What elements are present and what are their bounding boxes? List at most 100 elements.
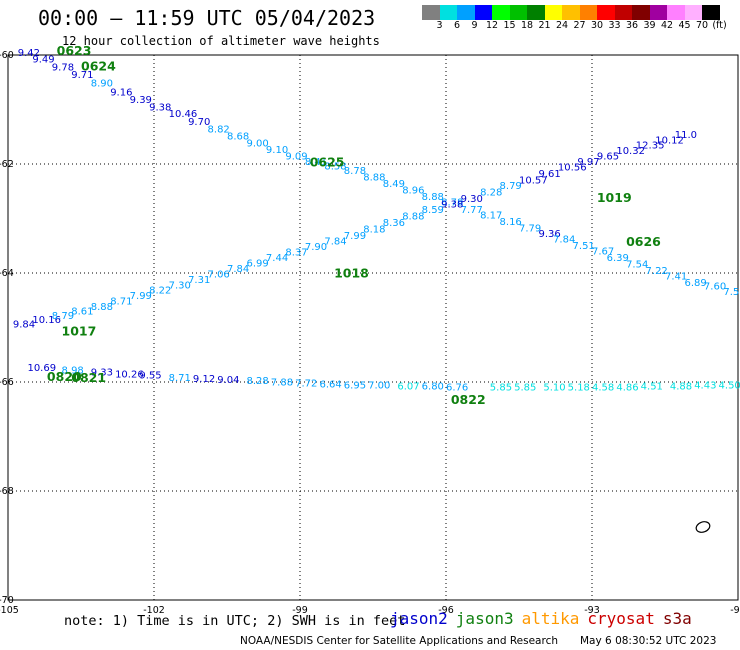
wave-height-value: 9.38: [441, 200, 463, 211]
x-tick-label: -105: [0, 605, 19, 616]
colorbar-label: 70: [695, 20, 709, 31]
time-label: 0822: [451, 392, 486, 407]
wave-height-value: 4.88: [670, 382, 692, 393]
wave-height-value: 6.89: [684, 278, 706, 289]
time-label: 1017: [62, 324, 97, 339]
wave-height-value: 6.80: [422, 382, 444, 393]
time-label: 0821: [71, 370, 106, 385]
wave-height-value: 8.98: [62, 365, 84, 376]
wave-height-value: 9.70: [188, 117, 210, 128]
y-tick-label: -60: [0, 50, 14, 61]
wave-height-value: 9.36: [538, 229, 560, 240]
wave-height-value: 7.22: [646, 266, 668, 277]
wave-height-value: 8.41: [305, 157, 327, 168]
wave-height-value: 9.38: [149, 103, 171, 114]
wave-height-value: 4.51: [641, 382, 663, 393]
wave-height-value: 7.44: [266, 253, 288, 264]
wave-height-value: 6.95: [344, 381, 366, 392]
wave-height-value: 10.57: [519, 176, 548, 187]
wave-height-value: 5.18: [568, 383, 590, 394]
wave-height-value: 8.17: [480, 211, 502, 222]
wave-height-value: 9.16: [110, 87, 132, 98]
island-outline: [695, 521, 711, 533]
y-tick-label: -64: [0, 268, 14, 279]
colorbar-cell: [457, 5, 475, 20]
wave-height-value: 8.88: [91, 302, 113, 313]
colorbar-label: 21: [538, 20, 551, 31]
wave-height-value: 10.46: [169, 109, 198, 120]
colorbar-label: 18: [520, 20, 534, 31]
colorbar-label: 36: [625, 20, 639, 31]
x-tick-label: -90: [730, 605, 740, 616]
wave-height-value: 8.90: [91, 79, 113, 90]
wave-height-value: 10.12: [655, 135, 684, 146]
island-outline-shape: [695, 521, 711, 533]
colorbar-label: 15: [503, 20, 516, 31]
map-title: 00:00 — 11:59 UTC 05/04/2023: [38, 6, 376, 30]
wave-height-value: 9.10: [266, 145, 288, 156]
wave-height-value: 6.39: [607, 253, 629, 264]
wave-height-value: 7.99: [344, 231, 366, 242]
wave-height-value: 8.28: [246, 376, 268, 387]
colorbar-cell: [439, 5, 457, 20]
colorbar-cell: [474, 5, 492, 20]
time-label: 1019: [597, 190, 632, 205]
wave-height-value: 8.71: [110, 297, 132, 308]
time-label: 1018: [334, 265, 369, 280]
colorbar-cell: [649, 5, 667, 20]
wave-height-value: 7.99: [130, 291, 152, 302]
colorbar-cell: [632, 5, 650, 20]
y-tick-label: -70: [0, 595, 14, 606]
colorbar-cell: [492, 5, 510, 20]
colorbar-label: 12: [485, 20, 499, 31]
wave-height-values: 9.429.499.789.718.909.169.399.3810.469.7…: [13, 48, 740, 394]
wave-height-value: 8.88: [422, 192, 444, 203]
colorbar-cell: [684, 5, 702, 20]
footer-note: note: 1) Time is in UTC; 2) SWH is in fe…: [64, 613, 406, 629]
wave-height-value: 8.59: [422, 205, 444, 216]
x-tick-label: -102: [143, 605, 165, 616]
wave-height-value: 8.71: [169, 373, 191, 384]
wave-height-value: 8.88: [402, 212, 424, 223]
wave-height-value: 7.06: [208, 269, 230, 280]
time-label: 0624: [81, 58, 116, 73]
colorbar-cell: [702, 5, 720, 20]
y-tick-label: -62: [0, 159, 14, 170]
wave-height-value: 9.12: [193, 374, 215, 385]
wave-height-value: 7.60: [704, 281, 726, 292]
wave-height-value: 8.96: [402, 185, 424, 196]
wave-height-value: 8.68: [227, 131, 249, 142]
colorbar-label: 30: [590, 20, 604, 31]
wave-height-value: 9.30: [461, 194, 483, 205]
wave-height-value: 7.41: [665, 272, 687, 283]
legend-item: cryosat: [587, 609, 655, 628]
wave-height-value: 7.84: [324, 237, 346, 248]
wave-height-value: 5.85: [514, 383, 536, 394]
wave-height-value: 7.31: [188, 275, 210, 286]
colorbar-label: 39: [643, 20, 656, 31]
wave-height-value: 9.78: [52, 62, 74, 73]
wave-height-value: 6.76: [446, 383, 468, 394]
legend-item: jason2: [390, 609, 448, 628]
wave-height-value: 5.85: [490, 383, 512, 394]
wave-height-value: 7.88: [271, 377, 293, 388]
map-subtitle: 12 hour collection of altimeter wave hei…: [62, 34, 380, 48]
colorbar-cell: [527, 5, 545, 20]
satellite-legend: jason2 jason3 altika cryosat s3a: [390, 609, 700, 628]
generated-timestamp: May 6 08:30:52 UTC 2023: [580, 635, 717, 647]
wave-height-value: 10.69: [27, 363, 56, 374]
time-label: 0625: [310, 155, 345, 170]
wave-height-value: 8.82: [208, 124, 230, 135]
y-tick-label: -66: [0, 377, 14, 388]
wave-height-value: 9.71: [71, 70, 93, 81]
wave-height-value: 9.33: [91, 367, 113, 378]
wave-height-value: 8.58: [324, 161, 346, 172]
wave-height-value: 4.58: [592, 383, 614, 394]
wave-height-value: 8.61: [71, 306, 93, 317]
wave-height-value: 7.67: [592, 246, 614, 257]
wave-height-value: 12.35: [636, 141, 665, 152]
wave-height-value: 8.78: [441, 197, 463, 208]
wave-height-value: 7.84: [553, 234, 575, 245]
wave-height-value: 8.22: [149, 286, 171, 297]
